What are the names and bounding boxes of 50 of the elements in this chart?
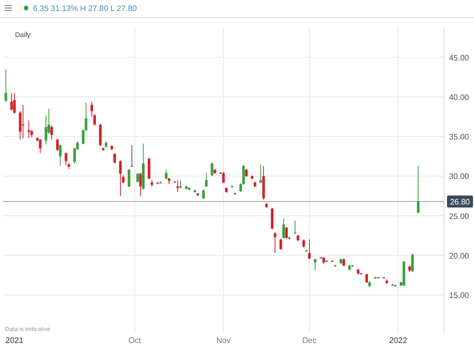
candlestick [205,172,208,188]
candlestick [4,68,8,102]
candlestick [13,92,16,114]
candlestick [119,160,122,196]
candlestick [262,165,265,200]
candlestick [164,169,168,180]
candlestick [259,164,262,184]
candlestick [279,238,282,250]
candlestick [64,152,68,166]
candlestick [139,172,142,196]
candlestick [202,189,205,200]
chart-subtitle: 6.35 31.13% H 27.80 L 27.80 [33,4,138,13]
y-tick-label: 35.00 [448,132,470,142]
candlestick [270,207,274,230]
candlestick [176,180,179,192]
candlestick [128,168,130,188]
candlestick [314,258,316,271]
candlestick [27,120,30,139]
candlestick [411,253,414,272]
candlestick [56,138,59,152]
candlestick [50,125,53,140]
x-tick-label: Oct [128,336,142,345]
candlestick [282,218,285,240]
candlestick [365,273,368,284]
x-tick-label: Dec [302,336,317,345]
candlestick [113,152,116,164]
candlestick [402,260,406,287]
y-tick-label: 20.00 [448,251,470,260]
candlestick [38,138,42,154]
candlestick [58,144,62,166]
y-tick-label: 30.00 [448,172,470,182]
candlestick [274,232,276,254]
candlestick [210,162,214,177]
candlestick [285,226,288,240]
y-tick-label: 45.00 [448,53,470,62]
candlestick [10,92,13,111]
x-tick-label: 2021 [6,336,24,345]
candlestick [148,158,150,180]
y-tick-label: 15.00 [448,290,470,300]
candlestick [308,239,311,260]
ref-line-label: 26.80 [450,197,471,206]
candlestick [136,172,139,183]
x-tick-label: 2022 [389,336,408,345]
x-tick-label: Nov [216,336,231,345]
candlestick [222,172,225,184]
candlestick [99,123,102,146]
y-tick-label: 40.00 [448,92,470,102]
y-tick-label: 25.00 [448,212,470,221]
candlestick [22,104,24,139]
candlestick [416,165,420,214]
